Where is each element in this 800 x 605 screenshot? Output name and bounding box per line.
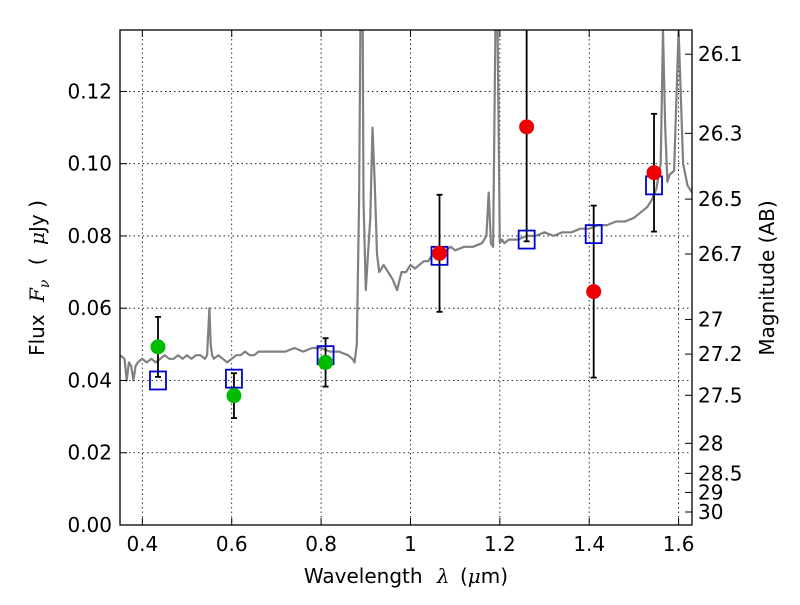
y2-tick-label: 28 (698, 431, 723, 455)
y2-tick-label: 28.5 (698, 461, 743, 485)
y-tick-label: 0.12 (67, 79, 112, 103)
observed_red-point (432, 245, 448, 261)
y-tick-label: 0.06 (67, 296, 112, 320)
y-tick-label: 0.04 (67, 368, 112, 392)
observed_green-point (226, 388, 242, 404)
plot-frame (119, 29, 693, 526)
axis-layer: 0.4 0.6 0.8 1 1.2 1.4 1.6 0.00 0.02 0.04 0.06 0.08 0… (67, 30, 743, 556)
observed_green-point (318, 354, 334, 370)
y2-tick-label: 27 (698, 307, 723, 331)
y-axis-title-subscript: ν (37, 279, 53, 288)
observed_red-point (646, 165, 662, 181)
x-tick-label: 1.2 (484, 532, 516, 556)
x-axis-title-unit-mu: μ (468, 564, 481, 588)
y2-tick-label: 27.5 (698, 383, 743, 407)
y2-axis-title: Magnitude (AB) (755, 200, 779, 355)
y-axis-title-symbol: F (25, 287, 49, 303)
model-square-point (584, 224, 603, 245)
y-tick-label: 0.02 (67, 441, 112, 465)
x-tick-label: 0.8 (305, 532, 337, 556)
observed_green-point (150, 339, 166, 355)
y-tick-label: 0.08 (67, 224, 112, 248)
y2-tick-label: 26.7 (698, 242, 743, 266)
y2-tick-label: 29 (698, 480, 723, 504)
errorbar-layer (154, 30, 658, 419)
y-axis-title-prefix: Flux (25, 314, 49, 356)
x-axis-title: Wavelength λ (μm) (304, 564, 508, 588)
observed_red-point (519, 119, 535, 135)
marker-layer (149, 119, 663, 404)
x-axis-title-unit-open: ( (460, 564, 468, 588)
x-axis-title-prefix: Wavelength (304, 564, 423, 588)
y2-tick-label: 26.1 (698, 42, 743, 66)
model-square-point (225, 368, 243, 389)
spectrum-line (120, 30, 692, 382)
spectrum-layer (120, 30, 692, 382)
x-axis-title-symbol: λ (436, 564, 450, 588)
x-tick-label: 1.4 (573, 532, 605, 556)
y2-tick-label: 26.5 (698, 187, 743, 211)
y-axis-title-unit-mu: μ (25, 232, 49, 245)
x-tick-label: 1.6 (663, 532, 695, 556)
x-tick-label: 1 (404, 532, 417, 556)
y-axis-title: Flux Fν ( μJy ) (25, 200, 54, 356)
x-tick-label: 0.6 (216, 532, 248, 556)
observed_red-point (586, 284, 602, 300)
y-tick-label: 0.10 (67, 152, 112, 176)
y-tick-label: 0.00 (67, 513, 112, 537)
model-square-point (517, 229, 536, 250)
grid-layer (120, 30, 692, 525)
y2-tick-label: 30 (698, 500, 723, 524)
x-tick-label: 0.4 (126, 532, 158, 556)
y2-tick-label: 27.2 (698, 342, 743, 366)
y-axis-title-unit-rest: Jy ) (25, 200, 49, 234)
y2-tick-label: 26.3 (698, 121, 743, 145)
model-square-point (149, 370, 167, 391)
x-axis-title-unit-rest: m) (481, 564, 508, 588)
y-axis-title-unit-open: ( (25, 257, 49, 265)
